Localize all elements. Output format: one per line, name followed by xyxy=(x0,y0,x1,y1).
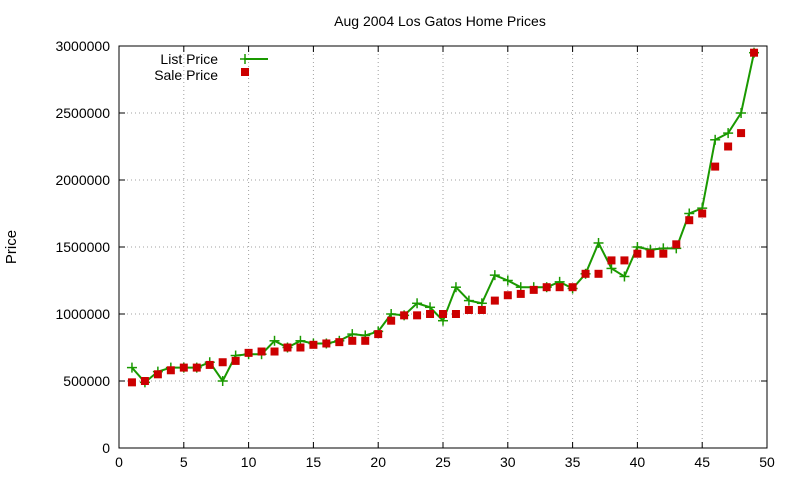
list-price-point xyxy=(269,335,280,346)
sale-price-point xyxy=(387,316,396,325)
sale-price-point xyxy=(464,305,473,314)
x-tick-label: 50 xyxy=(759,454,775,470)
sale-price-point xyxy=(309,340,318,349)
sale-price-point xyxy=(542,283,551,292)
sale-price-point xyxy=(633,249,642,258)
sale-price-point xyxy=(400,311,409,320)
sale-price-point xyxy=(529,285,538,294)
sale-price-point xyxy=(166,366,175,375)
sale-price-point xyxy=(750,48,759,57)
legend-label-list-price: List Price xyxy=(160,51,218,67)
sale-price-point xyxy=(270,347,279,356)
tick-labels: 0 5 10 15 20 25 30 35 40 45 50 0 500000 1000000 150000… xyxy=(55,38,775,470)
y-tick-label: 2500000 xyxy=(55,105,110,121)
sale-price-point xyxy=(140,377,149,385)
list-price-point xyxy=(463,295,474,306)
legend-marker-sale-price xyxy=(241,68,249,76)
x-tick-label: 10 xyxy=(241,454,257,470)
sale-price-point xyxy=(348,336,357,345)
sale-price-point xyxy=(646,249,655,258)
x-tick-label: 35 xyxy=(565,454,581,470)
list-price-point xyxy=(619,271,630,282)
sale-price-point xyxy=(205,360,214,369)
sale-price-point xyxy=(516,289,525,298)
sale-price-point xyxy=(244,348,253,357)
sale-price-point xyxy=(451,310,460,318)
sale-price-point xyxy=(218,358,227,367)
x-tick-label: 30 xyxy=(500,454,516,470)
sale-price-point xyxy=(503,291,512,300)
sale-price-point xyxy=(568,283,577,292)
sale-price-point xyxy=(685,216,694,225)
y-tick-label: 3000000 xyxy=(55,38,110,54)
grid-lines xyxy=(119,46,767,448)
y-tick-label: 2000000 xyxy=(55,172,110,188)
sale-price-point xyxy=(179,363,188,372)
list-price-point xyxy=(723,128,734,139)
sale-price-point xyxy=(490,296,499,305)
sale-price-point xyxy=(322,339,331,348)
sale-price-point xyxy=(594,269,603,278)
sale-price-point xyxy=(439,310,447,318)
sale-price-point xyxy=(361,336,370,345)
list-price-point xyxy=(502,275,513,286)
plot-area xyxy=(126,47,760,388)
sale-price-point xyxy=(257,347,266,356)
sale-price-point xyxy=(153,370,162,379)
list-price-point xyxy=(126,362,137,373)
chart-title: Aug 2004 Los Gatos Home Prices xyxy=(334,13,546,29)
sale-price-point xyxy=(581,269,590,278)
sale-price-point xyxy=(607,256,616,265)
sale-price-point xyxy=(698,209,707,218)
x-tick-label: 15 xyxy=(306,454,322,470)
list-price-point xyxy=(217,376,228,386)
sale-price-point xyxy=(283,343,292,352)
axes xyxy=(118,45,768,449)
list-price-point xyxy=(450,282,461,293)
sale-price-point xyxy=(426,310,435,318)
list-price-point xyxy=(736,108,747,118)
sale-price-point xyxy=(620,256,629,265)
y-tick-label: 1000000 xyxy=(55,306,110,322)
y-tick-label: 1500000 xyxy=(55,239,110,255)
sale-price-point xyxy=(374,330,383,339)
sale-price-point xyxy=(231,356,240,365)
sale-price-point xyxy=(711,162,720,171)
list-price-point xyxy=(412,298,423,309)
list-price-point xyxy=(606,263,617,274)
y-tick-label: 0 xyxy=(102,440,110,456)
x-tick-label: 5 xyxy=(180,454,188,470)
sale-price-point xyxy=(335,338,344,347)
sale-price-point xyxy=(672,240,681,249)
sale-price-point xyxy=(737,129,746,138)
sale-price-point xyxy=(659,249,668,258)
list-price-point xyxy=(489,270,500,281)
x-tick-label: 45 xyxy=(694,454,710,470)
x-tick-label: 40 xyxy=(630,454,646,470)
sale-price-point xyxy=(555,283,564,292)
x-tick-label: 0 xyxy=(115,454,123,470)
sale-price-point xyxy=(477,305,486,314)
list-price-point xyxy=(710,134,721,145)
sale-price-point xyxy=(192,363,201,372)
x-tick-label: 25 xyxy=(435,454,451,470)
y-axis-label: Price xyxy=(3,230,20,264)
x-tick-label: 20 xyxy=(370,454,386,470)
sale-price-point xyxy=(413,311,422,320)
list-price-point xyxy=(593,237,604,248)
sale-price-point xyxy=(296,343,305,352)
sale-price-point xyxy=(724,142,733,151)
legend-marker-list-price xyxy=(240,54,250,64)
y-tick-label: 500000 xyxy=(63,373,110,389)
legend-label-sale-price: Sale Price xyxy=(154,67,218,83)
sale-price-point xyxy=(127,378,136,387)
